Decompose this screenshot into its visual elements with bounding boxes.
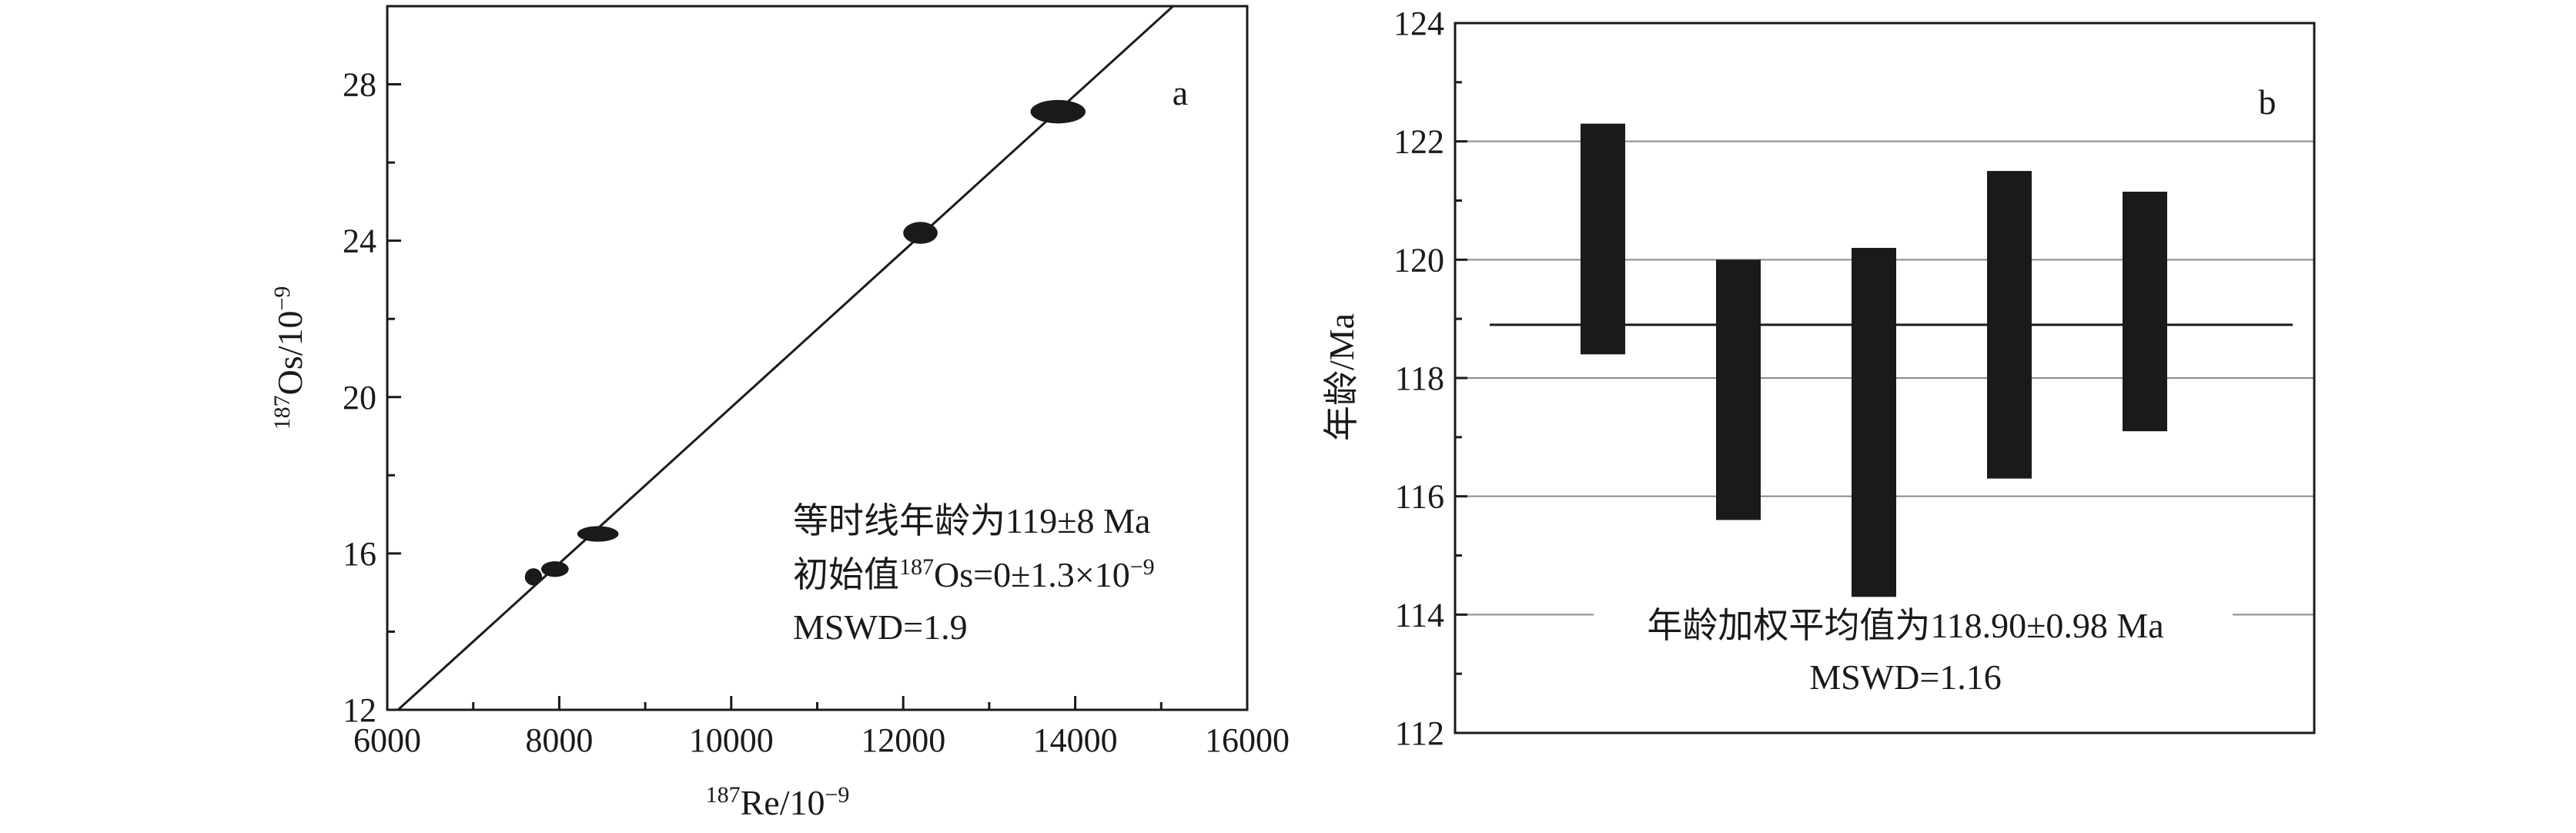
mswd-annotation-a: MSWD=1.9	[793, 607, 968, 647]
y-tick-label: 12	[343, 691, 376, 729]
y-axis-label-a: 187Os/10−9	[269, 286, 309, 430]
x-axis-label-a: 187Re/10−9	[706, 782, 850, 822]
y-tick-label: 24	[343, 222, 376, 260]
y-tick-label: 28	[343, 66, 376, 104]
isochron-age-annotation: 等时线年龄为119±8 Ma	[793, 501, 1150, 540]
x-tick-label: 16000	[1205, 721, 1290, 759]
y-tick-label: 112	[1395, 714, 1444, 752]
y-tick-label: 16	[343, 535, 376, 573]
x-tick-label: 12000	[861, 721, 945, 759]
age-error-bar	[2123, 191, 2167, 432]
age-error-bar	[1852, 247, 1896, 597]
chart-a: 6000 8000 10000 12000 14000 16000 12 16 20 24 28 a…	[269, 5, 1290, 822]
y-tick-label: 118	[1395, 360, 1444, 397]
mswd-annotation-b: MSWD=1.16	[1809, 657, 2002, 697]
data-point-ellipse	[903, 222, 938, 244]
x-tick-label: 14000	[1033, 721, 1118, 759]
chart-b: 112 114 116 118 120 122 124 b 年龄/Ma 年龄加权平均值为11…	[1322, 5, 2316, 752]
y-tick-label: 120	[1393, 241, 1444, 279]
y-tick-label: 122	[1393, 123, 1444, 161]
panel-label-b: b	[2259, 82, 2277, 122]
y-tick-label: 116	[1395, 478, 1444, 516]
annotation-background-b	[1594, 599, 2233, 647]
data-point-ellipse	[540, 561, 569, 577]
initial-value-annotation: 初始值187Os=0±1.3×10−9	[793, 554, 1155, 594]
x-tick-label: 6000	[353, 721, 421, 759]
data-point-ellipse	[1030, 99, 1086, 124]
panel-label-a: a	[1173, 73, 1188, 112]
age-error-bar	[1581, 123, 1625, 355]
x-tick-label: 10000	[689, 721, 774, 759]
data-point-ellipse	[577, 526, 619, 542]
age-error-bar	[1716, 259, 1761, 520]
y-tick-label: 20	[343, 379, 376, 416]
data-point-ellipse	[524, 568, 543, 586]
x-tick-label: 8000	[525, 721, 593, 759]
y-axis-label-b: 年龄/Ma	[1322, 313, 1361, 441]
y-tick-label: 124	[1393, 5, 1444, 42]
y-tick-label: 114	[1395, 596, 1444, 634]
weighted-mean-annotation: 年龄加权平均值为118.90±0.98 Ma	[1647, 606, 2163, 645]
isochron-fit-line	[396, 6, 1176, 710]
